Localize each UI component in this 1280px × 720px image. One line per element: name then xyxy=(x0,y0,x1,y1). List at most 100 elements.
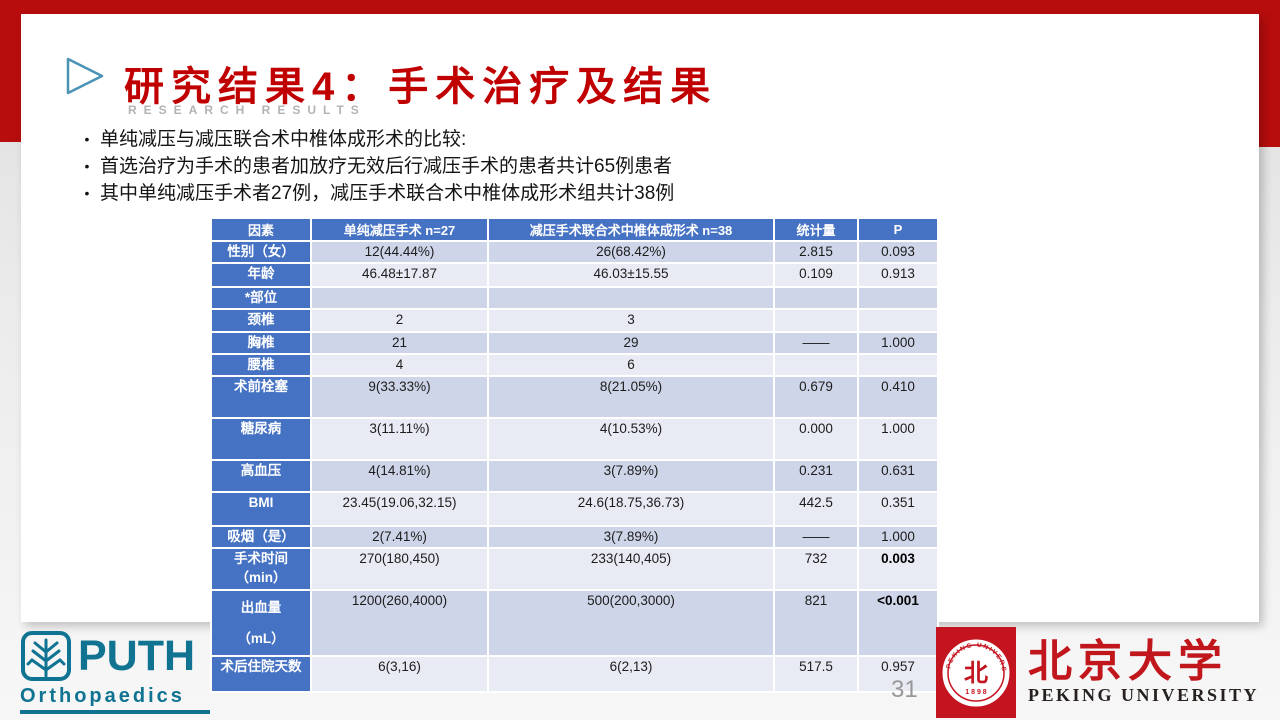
table-cell: 3 xyxy=(487,308,775,333)
results-table-wrap: 因素 单纯减压手术 n=27 减压手术联合术中椎体成形术 n=38 统计量 P 性别（女… xyxy=(210,217,939,694)
table-cell xyxy=(857,308,939,333)
bullet-item: • 首选治疗为手术的患者加放疗无效后行减压手术的患者共计65例患者 xyxy=(74,153,674,180)
pku-name-cn: 北京大学 xyxy=(1028,636,1228,686)
table-cell: 0.957 xyxy=(857,655,939,694)
column-header: 减压手术联合术中椎体成形术 n=38 xyxy=(487,217,775,242)
table-row: 出血量 （mL） 1200(260,4000) 500(200,3000) 821 <0… xyxy=(210,589,939,658)
table-row: 吸烟（是） 2(7.41%) 3(7.89%) —— 1.000 xyxy=(210,525,939,550)
table-row: 术后住院天数 6(3,16) 6(2,13) 517.5 0.957 xyxy=(210,655,939,694)
row-label-cell: 糖尿病 xyxy=(210,417,312,462)
column-header: P xyxy=(857,217,939,242)
row-label-cell: 腰椎 xyxy=(210,352,312,378)
table-cell xyxy=(310,286,489,311)
table-cell: 2(7.41%) xyxy=(310,525,489,550)
title-triangle-icon xyxy=(66,57,104,95)
bullet-marker: • xyxy=(84,131,90,147)
table-cell: 821 xyxy=(773,589,859,658)
bullet-marker: • xyxy=(84,158,90,174)
table-cell xyxy=(857,286,939,311)
right-red-band xyxy=(1259,14,1280,147)
top-red-band xyxy=(0,0,1280,14)
table-cell: 517.5 xyxy=(773,655,859,694)
table-cell: 12(44.44%) xyxy=(310,239,489,265)
table-cell: 1200(260,4000) xyxy=(310,589,489,658)
table-cell: 0.351 xyxy=(857,491,939,528)
row-label-cell: 出血量 （mL） xyxy=(210,589,312,658)
puth-logo-underline xyxy=(20,710,210,714)
table-cell: 6(2,13) xyxy=(487,655,775,694)
table-cell: 6 xyxy=(487,352,775,378)
table-cell: 500(200,3000) xyxy=(487,589,775,658)
table-cell: 26(68.42%) xyxy=(487,239,775,265)
row-label-cell: 术后住院天数 xyxy=(210,655,312,694)
table-cell: 0.003 xyxy=(857,547,939,592)
table-row: 术前栓塞 9(33.33%) 8(21.05%) 0.679 0.410 xyxy=(210,375,939,420)
table-cell: 8(21.05%) xyxy=(487,375,775,420)
table-cell: 46.48±17.87 xyxy=(310,262,489,289)
table-cell: 0.109 xyxy=(773,262,859,289)
table-cell: 270(180,450) xyxy=(310,547,489,592)
table-cell: 442.5 xyxy=(773,491,859,528)
table-cell: 9(33.33%) xyxy=(310,375,489,420)
table-cell: 0.679 xyxy=(773,375,859,420)
row-label-cell: 术前栓塞 xyxy=(210,375,312,420)
table-cell xyxy=(773,286,859,311)
table-row: *部位 xyxy=(210,286,939,311)
svg-text:北: 北 xyxy=(964,660,988,687)
bullet-marker: • xyxy=(84,185,90,201)
table-cell xyxy=(857,352,939,378)
table-cell: —— xyxy=(773,330,859,355)
table-row: 手术时间 （min） 270(180,450) 233(140,405) 732 0.0… xyxy=(210,547,939,592)
page-title: 研究结果4：手术治疗及结果 xyxy=(124,65,718,109)
table-cell: 0.231 xyxy=(773,459,859,494)
table-cell: 4(14.81%) xyxy=(310,459,489,494)
table-cell: 6(3,16) xyxy=(310,655,489,694)
table-cell: 21 xyxy=(310,330,489,355)
table-cell: 0.631 xyxy=(857,459,939,494)
bullet-item: • 单纯减压与减压联合术中椎体成形术的比较: xyxy=(74,126,674,153)
puth-logo-subtext: Orthopaedics xyxy=(20,685,185,707)
table-row: BMI 23.45(19.06,32.15) 24.6(18.75,36.73) 44… xyxy=(210,491,939,528)
table-cell: 233(140,405) xyxy=(487,547,775,592)
table-cell: 23.45(19.06,32.15) xyxy=(310,491,489,528)
table-cell: 46.03±15.55 xyxy=(487,262,775,289)
table-cell: 2 xyxy=(310,308,489,333)
puth-logo-icon xyxy=(21,631,71,681)
table-cell: 24.6(18.75,36.73) xyxy=(487,491,775,528)
row-label-cell: 颈椎 xyxy=(210,308,312,333)
table-cell: 1.000 xyxy=(857,417,939,462)
row-label-cell: 年龄 xyxy=(210,262,312,289)
row-label-cell: 手术时间 （min） xyxy=(210,547,312,592)
table-cell: 4(10.53%) xyxy=(487,417,775,462)
page-number: 31 xyxy=(891,676,918,703)
table-cell xyxy=(773,352,859,378)
table-cell: 0.913 xyxy=(857,262,939,289)
left-red-band xyxy=(0,14,21,142)
table-cell: 3(7.89%) xyxy=(487,525,775,550)
table-row: 高血压 4(14.81%) 3(7.89%) 0.231 0.631 xyxy=(210,459,939,494)
table-cell: 732 xyxy=(773,547,859,592)
row-label-cell: 胸椎 xyxy=(210,330,312,355)
row-label-cell: 高血压 xyxy=(210,459,312,494)
page-subtitle: RESEARCH RESULTS xyxy=(128,103,366,117)
table-cell: 0.000 xyxy=(773,417,859,462)
row-label-cell: *部位 xyxy=(210,286,312,311)
bullet-text: 单纯减压与减压联合术中椎体成形术的比较: xyxy=(100,129,467,150)
table-cell: 1.000 xyxy=(857,330,939,355)
bullet-text: 其中单纯减压手术者27例，减压手术联合术中椎体成形术组共计38例 xyxy=(100,183,675,204)
table-cell: —— xyxy=(773,525,859,550)
table-cell: 29 xyxy=(487,330,775,355)
table-row: 胸椎 21 29 —— 1.000 xyxy=(210,330,939,355)
bullet-text: 首选治疗为手术的患者加放疗无效后行减压手术的患者共计65例患者 xyxy=(100,156,673,177)
pku-logo: PEKING UNIVERSITY 北 1 8 9 8 北京大学 PEKING … xyxy=(936,627,1259,718)
table-cell: 0.410 xyxy=(857,375,939,420)
column-header: 单纯减压手术 n=27 xyxy=(310,217,489,242)
table-row: 糖尿病 3(11.11%) 4(10.53%) 0.000 1.000 xyxy=(210,417,939,462)
pku-seal-icon: PEKING UNIVERSITY 北 1 8 9 8 xyxy=(936,627,1016,718)
table-cell: 4 xyxy=(310,352,489,378)
table-row: 颈椎 2 3 xyxy=(210,308,939,333)
table-row: 年龄 46.48±17.87 46.03±15.55 0.109 0.913 xyxy=(210,262,939,289)
bullet-list: • 单纯减压与减压联合术中椎体成形术的比较: • 首选治疗为手术的患者加放疗无效后行减… xyxy=(74,126,675,207)
table-cell: 0.093 xyxy=(857,239,939,265)
bullet-item: • 其中单纯减压手术者27例，减压手术联合术中椎体成形术组共计38例 xyxy=(74,180,675,207)
